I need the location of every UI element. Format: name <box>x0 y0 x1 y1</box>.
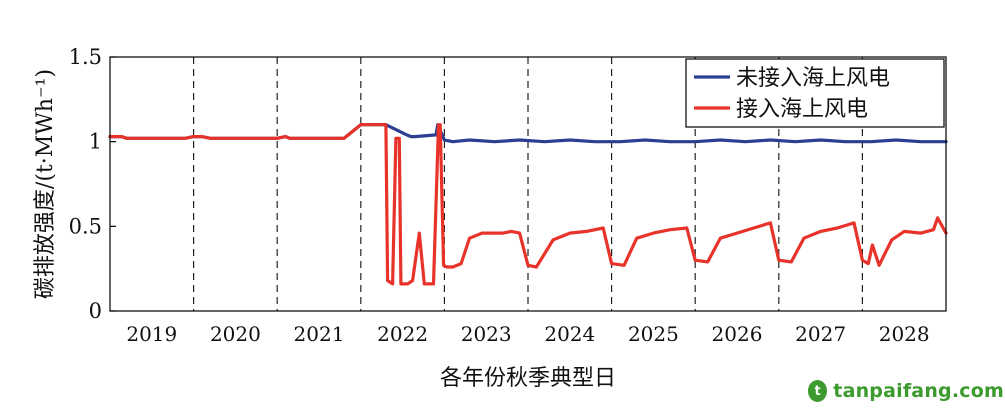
y-tick-label: 0.5 <box>69 214 102 238</box>
legend-label: 接入海上风电 <box>736 97 868 122</box>
y-axis-label: 碳排放强度/(t·MWh⁻¹) <box>33 69 58 299</box>
y-axis-ticks: 0 0.5 1 1.5 <box>69 45 116 323</box>
x-tick-label: 2025 <box>628 322 679 346</box>
x-tick-label: 2027 <box>795 322 846 346</box>
x-tick-label: 2024 <box>544 322 595 346</box>
x-axis-label: 各年份秋季典型日 <box>440 366 616 391</box>
x-tick-label: 2022 <box>377 322 428 346</box>
x-tick-label: 2021 <box>294 322 345 346</box>
legend-label: 未接入海上风电 <box>736 66 890 91</box>
x-tick-label: 2023 <box>461 322 512 346</box>
x-axis-ticks: 2019 2020 2021 2022 2023 2024 2025 2026 2027 2028 <box>126 322 929 346</box>
x-tick-label: 2019 <box>126 322 177 346</box>
series-line <box>108 123 948 286</box>
y-tick-label: 1.5 <box>69 45 102 69</box>
x-tick-label: 2026 <box>712 322 763 346</box>
plot-frame <box>109 56 947 312</box>
watermark-text: tanpaifang.com <box>833 380 1004 402</box>
legend-box <box>685 58 945 128</box>
watermark: t tanpaifang.com <box>808 376 1004 406</box>
y-tick-label: 0 <box>89 299 102 323</box>
y-tick-label: 1 <box>89 130 102 154</box>
leaf-logo-icon: t <box>808 380 828 402</box>
x-tick-label: 2020 <box>210 322 261 346</box>
series-lines <box>108 123 948 286</box>
x-tick-label: 2028 <box>879 322 930 346</box>
